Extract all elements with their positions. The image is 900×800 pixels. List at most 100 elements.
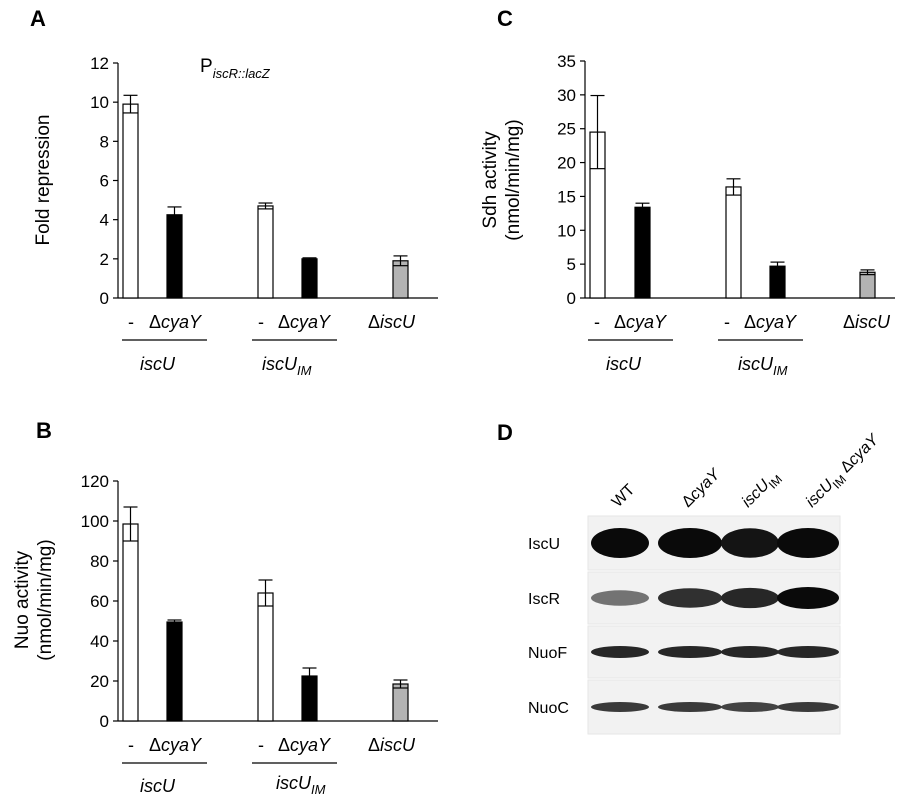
western-band [591,590,649,606]
panel-letter-b: B [36,418,52,443]
panel-a-ytick-label: 4 [100,211,109,230]
western-band [591,528,649,558]
panel-a-label-cyay-1: ΔcyaY [149,312,203,332]
panel-b-bar [392,683,409,722]
panel-a-group-iscu: iscU [140,354,176,374]
panel-b-ytick-label: 0 [100,712,109,731]
panel-b-group-iscu: iscU [140,776,176,796]
western-band [721,702,779,712]
panel-a-bar [122,103,139,299]
panel-a-error-bar [258,202,273,210]
panel-b-ytick-label: 40 [90,632,109,651]
panel-a-title: PiscR::lacZ [200,56,271,81]
panel-b-ytick-label: 80 [90,552,109,571]
panel-a-label-dash-1: - [128,312,134,332]
panel-c-error-bar [860,269,875,276]
panel-c-error-bar [590,94,605,170]
panel-a-ytick-label: 10 [90,93,109,112]
panel-a-bar [392,260,409,299]
panel-a-ytick-label: 2 [100,250,109,269]
panel-c-label-cyay-2: ΔcyaY [744,312,798,332]
western-lane-label: iscUIM ΔcyaY [803,431,886,514]
panel-c-ytick-label: 15 [557,187,576,206]
panel-c-ylabel-line2: (nmol/min/mg) [503,119,524,240]
western-band-name: IscR [528,591,560,608]
western-band-name: NuoC [528,700,569,717]
western-band [658,646,722,658]
panel-c-label-cyay-1: ΔcyaY [614,312,668,332]
western-band [658,588,722,608]
western-lane-label: WT [609,481,639,511]
panel-b-bar [122,523,139,722]
panel-a-ytick-label: 0 [100,289,109,308]
panel-a-bar [166,214,183,299]
panel-c-label-dash-2: - [724,312,730,332]
western-lane-label: iscUIM [739,467,785,513]
panel-c-ytick-label: 35 [557,52,576,71]
western-band [721,587,779,609]
panel-a-group-iscuim: iscUIM [262,354,312,378]
panel-c-chart: Sdh activity (nmol/min/mg) 0 5 10 15 20 25 30 3… [480,52,895,378]
western-band [591,702,649,712]
panel-a-ytick-label: 12 [90,54,109,73]
panel-c-bar [725,186,742,299]
western-band [721,646,779,658]
western-band [658,528,722,558]
western-band-name: NuoF [528,645,567,662]
panel-b-bar [166,621,183,722]
western-blot-nuoc: NuoC [528,679,841,735]
panel-b-label-cyay-1: ΔcyaY [149,735,203,755]
panel-c-ytick-label: 5 [567,255,576,274]
panel-c-bar [634,206,651,299]
western-blot-nuof: NuoF [528,625,841,679]
panel-b-ylabel-line1: Nuo activity [12,550,33,649]
panel-letter-d: D [497,420,513,445]
panel-c-ytick-label: 0 [567,289,576,308]
panel-b-error-bar [393,679,408,689]
panel-c-bar [859,271,876,299]
western-blot-iscr: IscR [528,571,841,625]
panel-letter-c: C [497,6,513,31]
panel-c-error-bar [635,202,650,212]
western-band [777,702,839,712]
panel-c-ytick-label: 20 [557,154,576,173]
panel-b-ytick-label: 60 [90,592,109,611]
western-band [777,587,839,609]
panel-b-ytick-label: 20 [90,672,109,691]
panel-a-ytick-label: 8 [100,132,109,151]
panel-b-label-cyay-2: ΔcyaY [278,735,332,755]
panel-a-bar [301,258,318,299]
panel-letter-a: A [30,6,46,31]
panel-c-ylabel-line1: Sdh activity [480,131,501,229]
panel-c-ytick-label: 30 [557,86,576,105]
panel-c-group-iscuim: iscUIM [738,354,788,378]
panel-b-label-iscu-deletion: ΔiscU [368,735,416,755]
panel-b-chart: Nuo activity (nmol/min/mg) 0 20 40 60 80 100 1… [12,472,438,797]
western-band [591,646,649,658]
panel-a-label-dash-2: - [258,312,264,332]
panel-a-error-bar [123,94,138,114]
panel-b-label-dash-1: - [128,735,134,755]
panel-a-bar [257,205,274,299]
panel-c-error-bar [726,178,741,196]
panel-b-bar [257,592,274,722]
panel-c-ytick-label: 25 [557,120,576,139]
panel-b-error-bar [167,619,182,625]
panel-b-ytick-label: 120 [81,472,109,491]
western-band-name: IscU [528,536,560,553]
panel-c-bar [769,265,786,299]
western-band [777,646,839,658]
panel-b-error-bar [258,579,273,607]
panel-c-error-bar [770,261,785,271]
panel-b-label-dash-2: - [258,735,264,755]
panel-b-ylabel-line2: (nmol/min/mg) [35,539,56,660]
panel-a-label-iscu-deletion: ΔiscU [368,312,416,332]
western-blot-iscu: IscU [528,515,841,571]
panel-d-western: WT ΔcyaY iscUIM iscUIM ΔcyaY IscU IscR NuoF Nu… [528,431,886,735]
panel-b-group-iscuim: iscUIM [276,773,326,797]
panel-b-ytick-label: 100 [81,512,109,531]
panel-b-error-bar [302,667,317,685]
western-band [777,528,839,558]
